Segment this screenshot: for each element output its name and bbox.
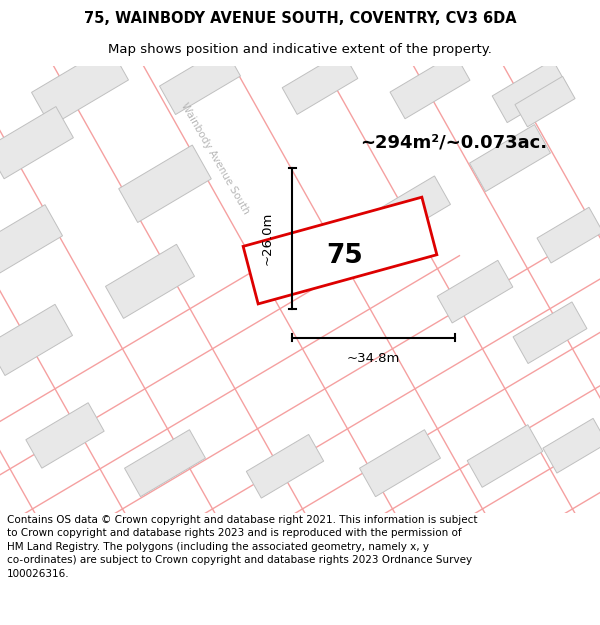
Polygon shape [470, 124, 550, 192]
Text: 75, WAINBODY AVENUE SOUTH, COVENTRY, CV3 6DA: 75, WAINBODY AVENUE SOUTH, COVENTRY, CV3… [83, 11, 517, 26]
Polygon shape [537, 208, 600, 263]
Polygon shape [0, 106, 73, 179]
Text: ~34.8m: ~34.8m [347, 352, 400, 365]
Polygon shape [119, 145, 211, 222]
Text: Wainbody Avenue South: Wainbody Avenue South [179, 101, 251, 216]
Polygon shape [543, 418, 600, 473]
Polygon shape [32, 46, 128, 126]
Polygon shape [0, 204, 62, 276]
Text: Contains OS data © Crown copyright and database right 2021. This information is : Contains OS data © Crown copyright and d… [7, 515, 478, 579]
Text: ~294m²/~0.073ac.: ~294m²/~0.073ac. [360, 134, 547, 152]
Polygon shape [160, 48, 241, 114]
Polygon shape [359, 430, 440, 497]
Text: Map shows position and indicative extent of the property.: Map shows position and indicative extent… [108, 42, 492, 56]
Polygon shape [26, 402, 104, 468]
Polygon shape [282, 52, 358, 114]
Polygon shape [437, 260, 513, 323]
Polygon shape [492, 60, 568, 122]
Polygon shape [515, 76, 575, 127]
Text: 75: 75 [326, 242, 364, 269]
Polygon shape [390, 54, 470, 119]
Polygon shape [467, 424, 543, 488]
Polygon shape [513, 302, 587, 364]
Polygon shape [106, 244, 194, 318]
Polygon shape [125, 430, 205, 497]
Polygon shape [243, 197, 437, 304]
Text: ~26.0m: ~26.0m [260, 212, 274, 266]
Polygon shape [0, 304, 73, 376]
Polygon shape [247, 434, 323, 498]
Polygon shape [370, 176, 451, 243]
